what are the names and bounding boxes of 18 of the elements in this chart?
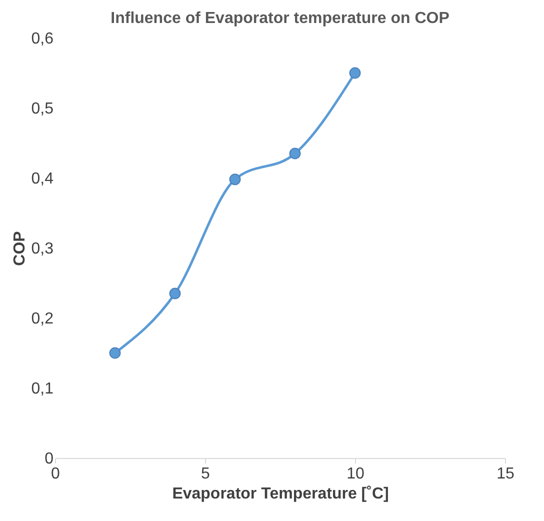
x-tick-label: 5 [201, 466, 210, 482]
y-tick-label: 0,1 [31, 380, 54, 398]
point [229, 174, 241, 186]
y-tick-label: 0,2 [31, 310, 54, 328]
point [289, 148, 301, 160]
x-tick-label: 10 [346, 466, 364, 482]
point [109, 347, 121, 359]
y-tick-label: 0,6 [31, 30, 54, 48]
y-tick-label: 0 [44, 450, 54, 468]
point [349, 67, 361, 79]
x-axis-title: Evaporator Temperature [˚C] [172, 486, 389, 502]
y-axis-title: COP [11, 230, 28, 266]
point [169, 288, 181, 300]
y-tick-label: 0,3 [31, 240, 54, 258]
y-tick-label: 0,4 [31, 170, 54, 188]
chart-title: Influence of Evaporator temperature on COP [110, 10, 450, 27]
y-tick-label: 0,5 [31, 100, 54, 118]
x-tick-label: 15 [496, 466, 514, 482]
